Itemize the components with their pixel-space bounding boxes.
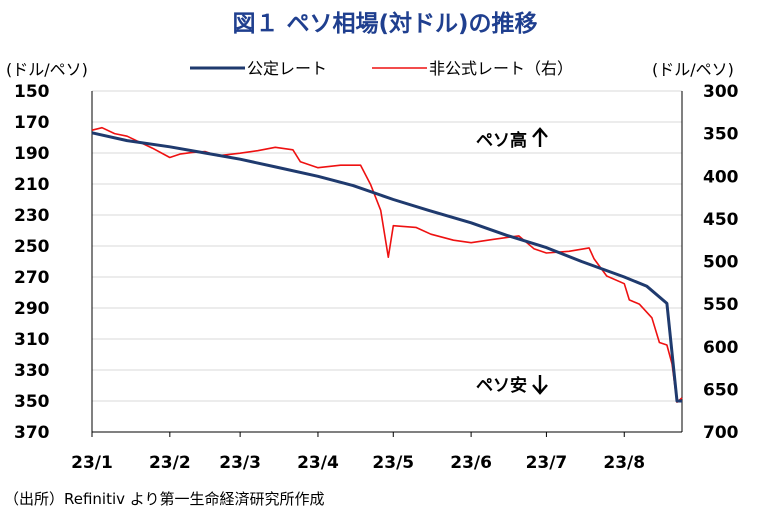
left-tick-label: 190: [14, 144, 50, 164]
chart-title: 図１ ペソ相場(対ドル)の推移: [232, 11, 538, 37]
left-tick-label: 230: [14, 206, 50, 226]
left-tick-label: 270: [14, 268, 50, 288]
series-line-official-rate: [91, 131, 682, 403]
x-tick-label: 23/3: [219, 453, 261, 473]
left-tick-label: 310: [14, 330, 50, 350]
x-tick-label: 23/5: [372, 453, 414, 473]
annotation-peso-strong: ペソ高: [476, 130, 527, 151]
right-tick-label: 500: [703, 253, 739, 273]
x-tick-label: 23/2: [149, 453, 191, 473]
right-tick-label: 350: [703, 125, 739, 145]
series-line-unofficial-rate: [91, 126, 683, 404]
legend-label-unofficial: 非公式レート（右）: [429, 59, 573, 78]
right-tick-label: 600: [703, 338, 739, 358]
right-tick-label: 550: [703, 295, 739, 315]
up-arrow-icon: [532, 127, 548, 147]
left-tick-label: 290: [14, 299, 50, 319]
annotation-peso-weak: ペソ安: [476, 375, 527, 396]
x-tick-label: 23/8: [603, 453, 645, 473]
right-tick-label: 450: [703, 210, 739, 230]
left-tick-label: 250: [14, 237, 50, 257]
x-tick-label: 23/7: [526, 453, 568, 473]
left-tick-label: 370: [14, 423, 50, 443]
x-tick-label: 23/6: [450, 453, 492, 473]
source-note: （出所）Refinitiv より第一生命経済研究所作成: [4, 490, 325, 508]
left-tick-label: 210: [14, 175, 50, 195]
right-tick-label: 650: [703, 380, 739, 400]
legend-label-official: 公定レート: [247, 59, 327, 78]
right-axis-unit-label: (ドル/ペソ): [652, 60, 734, 79]
left-axis-unit-label: (ドル/ペソ): [6, 60, 88, 79]
right-tick-label: 400: [703, 167, 739, 187]
right-tick-label: 300: [703, 82, 739, 102]
left-tick-label: 350: [14, 392, 50, 412]
right-tick-label: 700: [703, 423, 739, 443]
x-tick-label: 23/1: [71, 453, 113, 473]
x-tick-label: 23/4: [297, 453, 339, 473]
left-tick-label: 170: [14, 113, 50, 133]
left-tick-label: 150: [14, 82, 50, 102]
down-arrow-icon: [532, 375, 548, 395]
left-tick-label: 330: [14, 361, 50, 381]
